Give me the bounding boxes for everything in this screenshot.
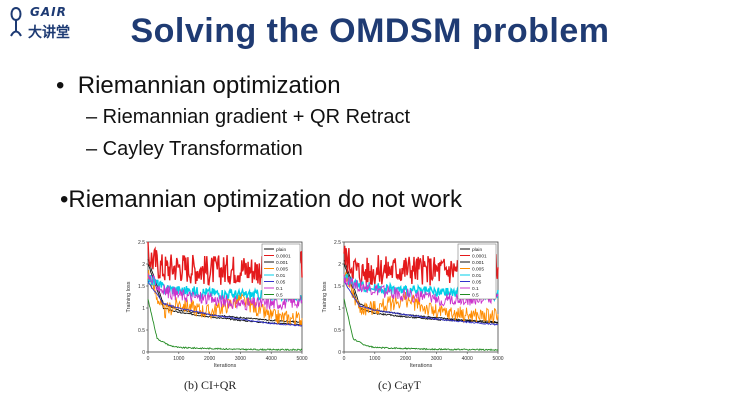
y-axis-label: Training loss [322,281,328,312]
x-axis-label: Iterations [214,363,237,368]
y-tick-label: 1 [142,306,145,312]
x-tick-label: 3000 [431,356,442,362]
legend-label: 0.005 [472,266,484,272]
y-tick-label: 2.5 [138,240,145,246]
legend-label: 0.001 [276,260,288,266]
y-tick-label: 2 [142,262,145,268]
legend-label: 0.001 [472,260,484,266]
x-tick-label: 2000 [204,356,215,362]
series-line-0.1 [343,273,499,307]
series-line-0.05 [343,281,499,326]
legend-label: 0.05 [472,279,482,285]
series-line-0.005 [343,271,499,324]
series-line-0.5 [147,298,303,352]
x-tick-label: 1000 [173,356,184,362]
legend-label: 0.01 [276,273,286,279]
x-tick-label: 4000 [462,356,473,362]
y-tick-label: 0 [338,350,341,356]
y-tick-label: 1.5 [334,284,341,290]
x-tick-label: 5000 [296,356,307,362]
x-axis-label: Iterations [410,363,433,368]
x-tick-label: 2000 [400,356,411,362]
x-tick-label: 0 [147,356,150,362]
x-tick-label: 3000 [235,356,246,362]
caption-ci-qr: (b) CI+QR [184,378,237,392]
y-tick-label: 2.5 [334,240,341,246]
logo-text-cn: 大讲堂 [28,25,70,41]
y-tick-label: 1 [338,306,341,312]
x-tick-label: 4000 [266,356,277,362]
microphone-logo-icon [10,6,22,37]
legend-label: plain [276,247,286,253]
legend-label: 0.1 [472,286,479,292]
x-tick-label: 0 [343,356,346,362]
series-line-0.05 [147,280,303,327]
legend-box [457,243,497,300]
y-axis-label: Training loss [126,281,132,312]
sub-item-qr: – Riemannian gradient + QR Retract [86,106,411,128]
chart-cayt: 0 0.5 1 1.5 2 2.5 0 1000 2000 3000 4000 5000 Iterati… [322,240,504,368]
y-tick-label: 0.5 [334,328,341,334]
caption-cayt: (c) CayT [378,378,421,392]
legend-label: 0.01 [472,273,482,279]
legend-label: 0.0001 [472,253,487,259]
sub-item-cayley: – Cayley Transformation [86,138,303,160]
x-tick-label: 1000 [369,356,380,362]
legend-box [261,243,301,300]
bullet-riemannian-text: Riemannian optimization [77,72,341,99]
bullet-do-not-work-text: Riemannian optimization do not work [68,186,462,213]
y-tick-label: 0 [142,350,145,356]
y-tick-label: 1.5 [138,284,145,290]
bullet-riemannian: • Riemannian optimization [56,72,341,99]
legend-label: 0.0001 [276,253,291,259]
legend-label: plain [472,247,482,253]
logo-text-en: GAIR [30,5,67,19]
series-line-0.5 [343,298,499,351]
chart-ci-qr: 0 0.5 1 1.5 2 2.5 0 1000 2000 3000 4000 5000 Iterati… [126,240,308,368]
gair-logo: GAIR 大讲堂 [8,4,86,44]
legend-label: 0.005 [276,266,288,272]
legend-label: 0.1 [276,286,283,292]
slide-title: Solving the OMDSM problem [130,12,610,50]
x-tick-label: 5000 [492,356,503,362]
bullet-do-not-work: •Riemannian optimization do not work [60,186,462,213]
y-tick-label: 2 [338,262,341,268]
legend-label: 0.05 [276,279,286,285]
y-tick-label: 0.5 [138,328,145,334]
series-line-0.1 [147,273,303,311]
legend-label: 0.5 [472,292,479,298]
legend-label: 0.5 [276,292,283,298]
